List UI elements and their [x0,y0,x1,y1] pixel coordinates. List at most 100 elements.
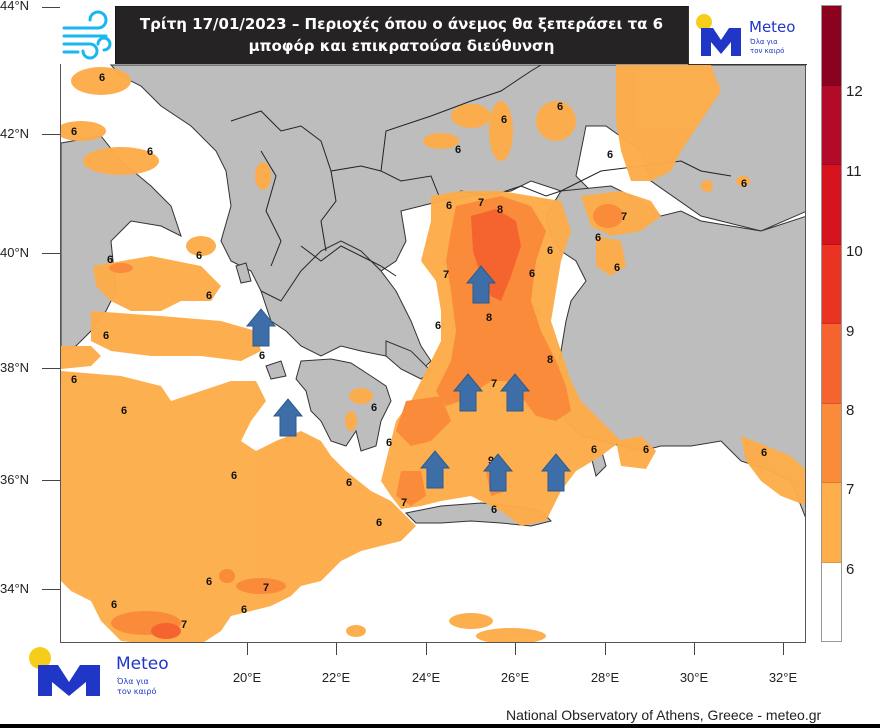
svg-text:6: 6 [607,149,613,161]
arrow-up-icon [452,373,484,412]
svg-text:6: 6 [557,101,563,113]
svg-text:9: 9 [488,455,494,467]
svg-text:6: 6 [614,262,620,274]
colorbar-label-10: 10 [846,243,863,260]
wind-7-8-layer [109,196,623,635]
lon-tick [336,643,337,655]
lon-tick [783,643,784,655]
lon-label-26: 26°E [500,670,530,685]
lat-tick [42,7,60,8]
border-lines [230,64,732,277]
svg-text:6: 6 [371,402,377,414]
svg-text:8: 8 [497,204,503,216]
colorbar-segment-8-9 [822,324,841,404]
colorbar-label-11: 11 [846,163,862,180]
colorbar-segment-11-12 [822,85,841,165]
svg-text:7: 7 [443,269,449,281]
meteo-brand-text: Meteo [749,18,796,36]
svg-text:6: 6 [591,444,597,456]
colorbar-segment-10-11 [822,165,841,245]
arrow-up-icon [245,308,277,347]
lat-label-40: 40°N [0,245,30,260]
svg-text:6: 6 [206,576,212,588]
colorbar-label-8: 8 [846,402,855,419]
lon-tick [426,643,427,655]
title-line-1: Τρίτη 17/01/2023 – Περιοχές όπου ο άνεμο… [139,15,664,33]
arrow-up-icon [419,450,451,489]
credit-text: National Observatory of Athens, Greece -… [506,707,822,723]
lon-label-24: 24°E [411,670,441,685]
colorbar-label-6: 6 [846,561,855,578]
arrow-up-icon [272,398,304,437]
meteo-m-logo-icon [696,14,741,56]
colorbar-label-12: 12 [846,83,863,100]
lon-tick [515,643,516,655]
meteo-logo-top: Meteo Όλα για τον καιρό [688,6,807,65]
bottom-divider [0,724,880,728]
colorbar-label-9: 9 [846,323,855,340]
colorbar-segment-7-8 [822,403,841,483]
arrow-up-icon [540,453,572,492]
contour-labels: 6 6 6 6 6 6 6 6 6 6 6 6 6 6 7 7 6 6 6 6 … [71,72,767,631]
wind-icon-box [60,6,116,64]
lat-label-36: 36°N [0,472,30,487]
svg-text:6: 6 [529,268,535,280]
lat-tick [42,253,60,254]
svg-text:6: 6 [231,470,237,482]
svg-text:6: 6 [491,504,497,516]
beaufort-colorbar [821,5,842,642]
svg-text:6: 6 [455,144,461,156]
arrow-up-icon [465,265,497,304]
lat-tick [42,589,60,590]
lat-label-42: 42°N [0,126,30,141]
svg-text:6: 6 [71,374,77,386]
svg-text:8: 8 [486,312,492,324]
colorbar-segment-below-6 [822,562,841,641]
svg-text:7: 7 [478,197,484,209]
svg-text:6: 6 [107,254,113,266]
svg-text:8: 8 [547,354,553,366]
svg-text:6: 6 [741,178,747,190]
svg-text:6: 6 [121,405,127,417]
svg-text:6: 6 [386,437,392,449]
svg-text:6: 6 [595,232,601,244]
svg-text:6: 6 [206,290,212,302]
svg-text:6: 6 [71,126,77,138]
meteo-m-logo-icon [29,647,100,696]
wind-icon [62,10,112,60]
meteo-logo-bottom: Meteo Όλα για τον καιρό [26,646,176,698]
lat-tick [42,368,60,369]
lon-tick [605,643,606,655]
wind-direction-arrows [245,265,572,492]
lon-label-22: 22°E [321,670,351,685]
title-line-2: μποφόρ και επικρατούσα διεύθυνση [248,37,555,55]
svg-text:6: 6 [346,477,352,489]
colorbar-segment-9-10 [822,244,841,324]
svg-text:6: 6 [147,146,153,158]
lon-label-28: 28°E [590,670,620,685]
svg-text:6: 6 [99,72,105,84]
meteo-tagline-1: Όλα για [117,677,149,686]
lon-label-20: 20°E [232,670,262,685]
lon-tick [247,643,248,655]
svg-text:6: 6 [761,447,767,459]
svg-text:6: 6 [446,200,452,212]
svg-text:7: 7 [181,619,187,631]
svg-text:6: 6 [435,320,441,332]
svg-text:7: 7 [491,378,497,390]
svg-text:6: 6 [241,604,247,616]
lat-label-44: 44°N [0,0,30,13]
lat-label-34: 34°N [0,581,30,596]
svg-text:6: 6 [501,114,507,126]
title-banner: Τρίτη 17/01/2023 – Περιοχές όπου ο άνεμο… [115,6,688,64]
svg-text:6: 6 [259,350,265,362]
lat-tick [42,480,60,481]
lon-label-30: 30°E [679,670,709,685]
lon-label-32: 32°E [768,670,798,685]
lat-label-38: 38°N [0,360,30,375]
colorbar-segment-6-7 [822,483,841,563]
arrow-up-icon [499,373,531,412]
colorbar-label-7: 7 [846,481,855,498]
arrow-up-icon [482,453,514,492]
meteo-tagline-2: τον καιρό [117,687,157,696]
